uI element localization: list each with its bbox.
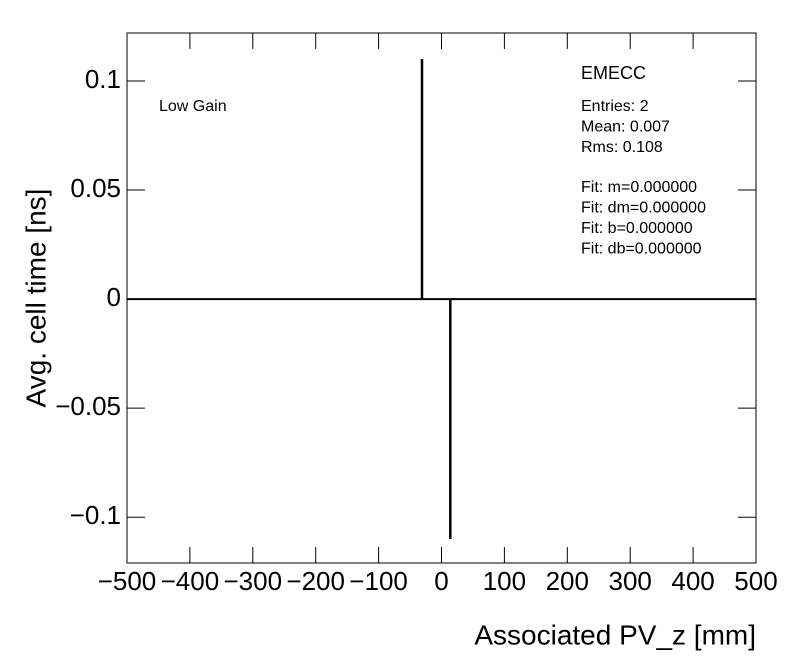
x-tick-label: 100 xyxy=(483,566,526,596)
x-tick-label: 500 xyxy=(734,566,777,596)
annotation: EMECC xyxy=(581,63,646,83)
x-tick-label: −500 xyxy=(98,566,157,596)
y-tick-label: −0.05 xyxy=(55,391,121,421)
x-tick-label: −200 xyxy=(286,566,345,596)
y-axis-title: Avg. cell time [ns] xyxy=(20,189,51,408)
annotation: Low Gain xyxy=(159,98,227,115)
fit-line-text: Fit: b=0.000000 xyxy=(581,220,693,237)
x-tick-label: −300 xyxy=(224,566,283,596)
x-tick-label: 0 xyxy=(434,566,448,596)
fit-line-text: Fit: m=0.000000 xyxy=(581,179,697,196)
x-tick-label: 200 xyxy=(546,566,589,596)
x-tick-label: 300 xyxy=(609,566,652,596)
x-tick-label: −100 xyxy=(349,566,408,596)
stats-line: Rms: 0.108 xyxy=(581,139,663,156)
fit-line-text: Fit: dm=0.000000 xyxy=(581,200,706,217)
y-tick-label: 0.05 xyxy=(70,173,121,203)
y-tick-label: 0.1 xyxy=(85,64,121,94)
x-tick-label: 400 xyxy=(671,566,714,596)
stats-line: Entries: 2 xyxy=(581,98,649,115)
stats-line: Mean: 0.007 xyxy=(581,119,670,136)
x-tick-label: −400 xyxy=(161,566,220,596)
y-tick-label: 0 xyxy=(107,282,121,312)
y-tick-label: −0.1 xyxy=(70,500,121,530)
x-axis-title: Associated PV_z [mm] xyxy=(474,619,756,650)
fit-line-text: Fit: db=0.000000 xyxy=(581,241,702,258)
